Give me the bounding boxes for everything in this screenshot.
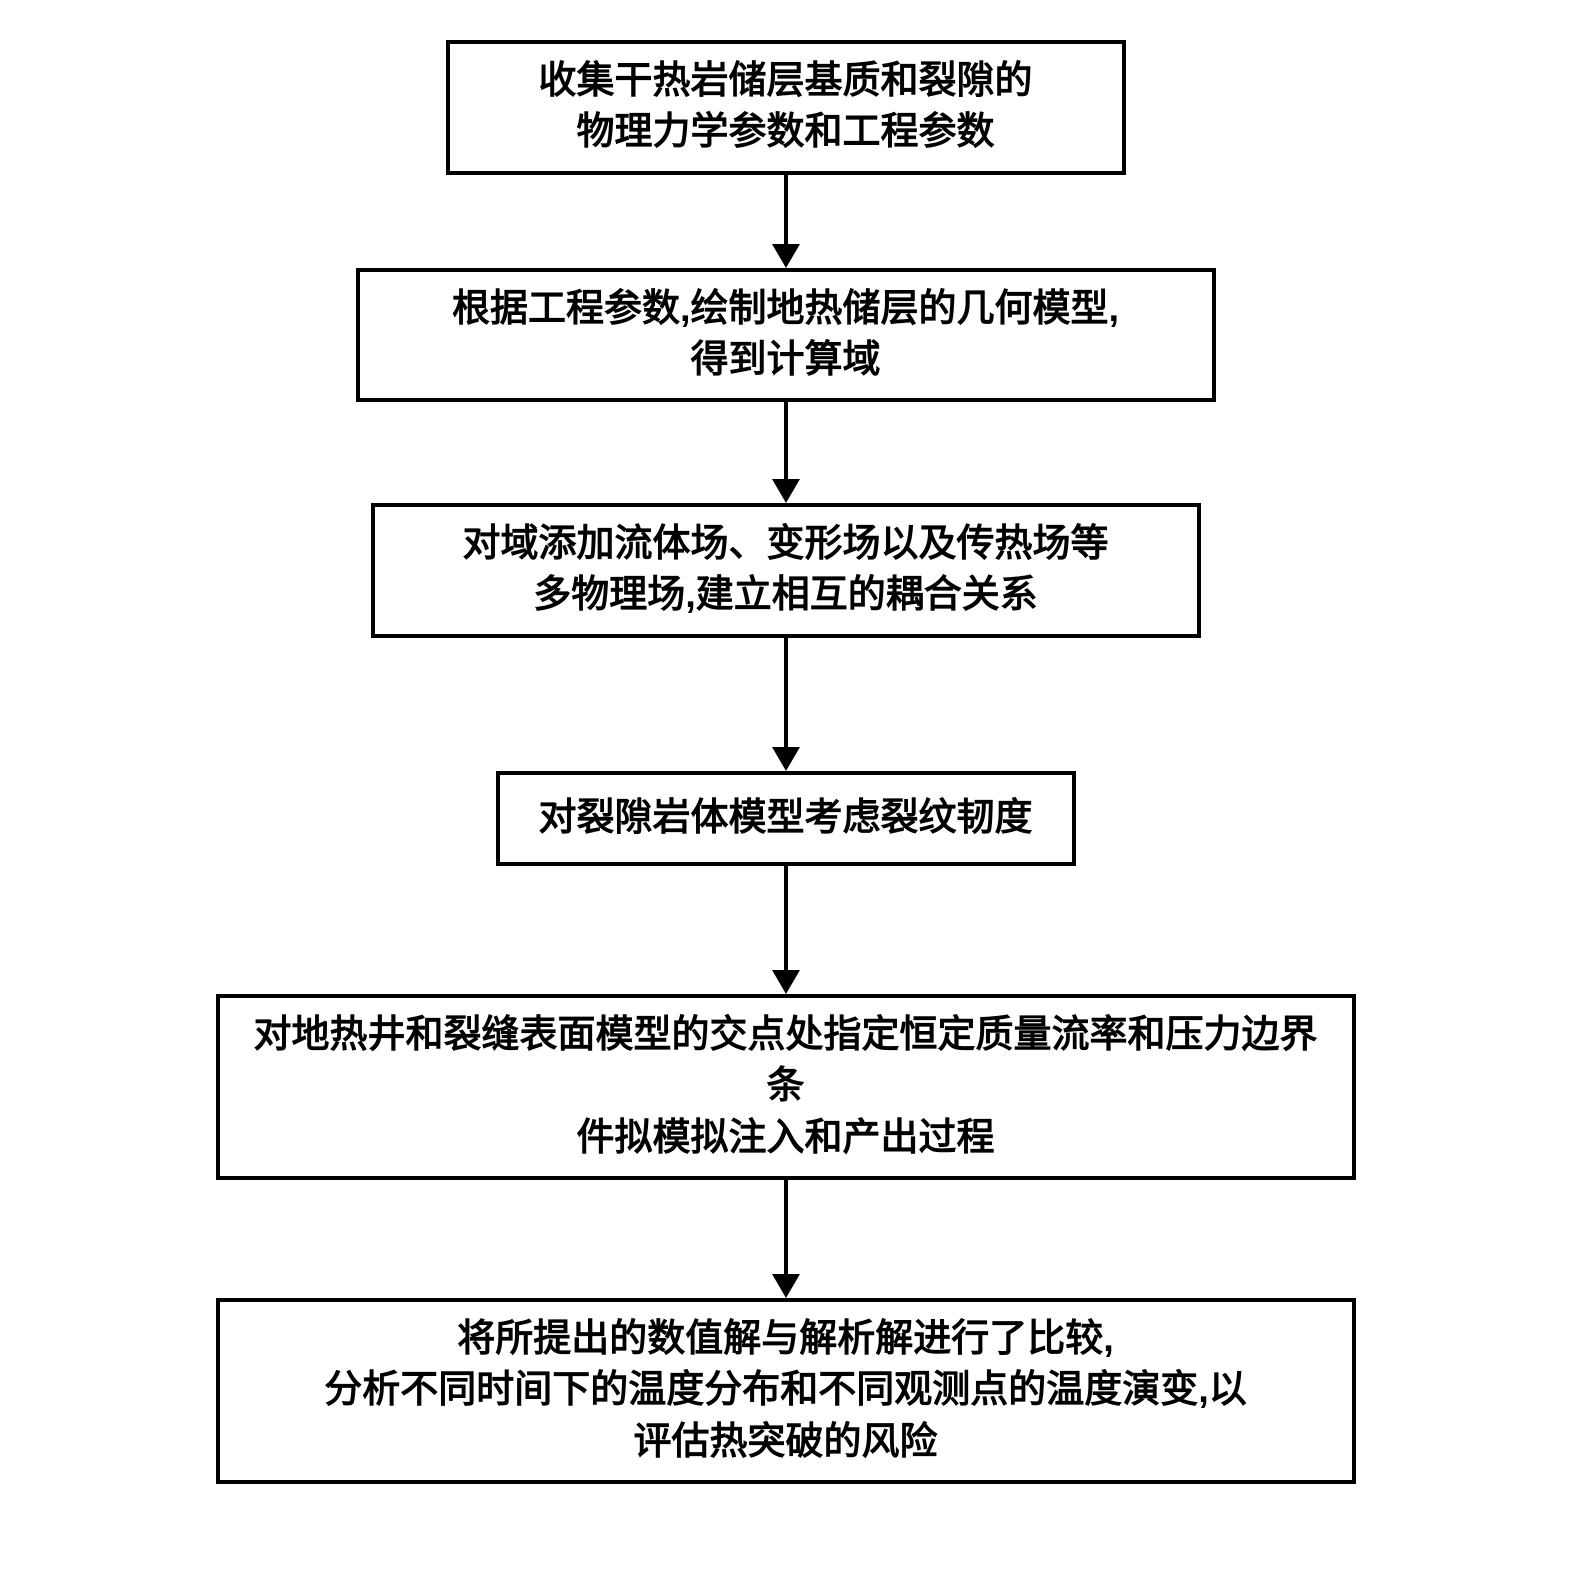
flowchart-step-3: 对域添加流体场、变形场以及传热场等 多物理场,建立相互的耦合关系 <box>371 503 1201 638</box>
step-text-line: 得到计算域 <box>690 335 880 386</box>
flowchart-step-2: 根据工程参数,绘制地热储层的几何模型, 得到计算域 <box>356 268 1216 403</box>
arrow-down-icon <box>772 175 800 268</box>
arrow-down-icon <box>772 638 800 771</box>
arrow-head-icon <box>772 747 800 771</box>
flowchart-step-6: 将所提出的数值解与解析解进行了比较, 分析不同时间下的温度分布和不同观测点的温度… <box>216 1298 1356 1484</box>
step-text-line: 根据工程参数,绘制地热储层的几何模型, <box>452 284 1119 335</box>
arrow-head-icon <box>772 970 800 994</box>
step-text-line: 将所提出的数值解与解析解进行了比较, <box>457 1314 1114 1365</box>
flowchart-step-1: 收集干热岩储层基质和裂隙的 物理力学参数和工程参数 <box>446 40 1126 175</box>
step-text-line: 收集干热岩储层基质和裂隙的 <box>538 56 1032 107</box>
arrow-down-icon <box>772 402 800 503</box>
step-text-line: 对地热井和裂缝表面模型的交点处指定恒定质量流率和压力边界条 <box>240 1010 1332 1113</box>
flowchart-container: 收集干热岩储层基质和裂隙的 物理力学参数和工程参数 根据工程参数,绘制地热储层的… <box>20 40 1551 1484</box>
step-text-line: 评估热突破的风险 <box>633 1417 937 1468</box>
arrow-stem <box>784 402 788 480</box>
arrow-head-icon <box>772 244 800 268</box>
arrow-stem <box>784 1180 788 1275</box>
flowchart-step-4: 对裂隙岩体模型考虑裂纹韧度 <box>496 771 1076 866</box>
step-text-line: 对域添加流体场、变形场以及传热场等 <box>462 519 1108 570</box>
step-text-line: 对裂隙岩体模型考虑裂纹韧度 <box>538 793 1032 844</box>
step-text-line: 分析不同时间下的温度分布和不同观测点的温度演变,以 <box>324 1365 1247 1416</box>
arrow-stem <box>784 638 788 748</box>
arrow-down-icon <box>772 866 800 994</box>
arrow-stem <box>784 866 788 971</box>
flowchart-step-5: 对地热井和裂缝表面模型的交点处指定恒定质量流率和压力边界条 件拟模拟注入和产出过… <box>216 994 1356 1180</box>
arrow-head-icon <box>772 479 800 503</box>
step-text-line: 多物理场,建立相互的耦合关系 <box>533 570 1038 621</box>
step-text-line: 物理力学参数和工程参数 <box>576 107 994 158</box>
arrow-head-icon <box>772 1274 800 1298</box>
arrow-stem <box>784 175 788 245</box>
arrow-down-icon <box>772 1180 800 1298</box>
step-text-line: 件拟模拟注入和产出过程 <box>576 1113 994 1164</box>
